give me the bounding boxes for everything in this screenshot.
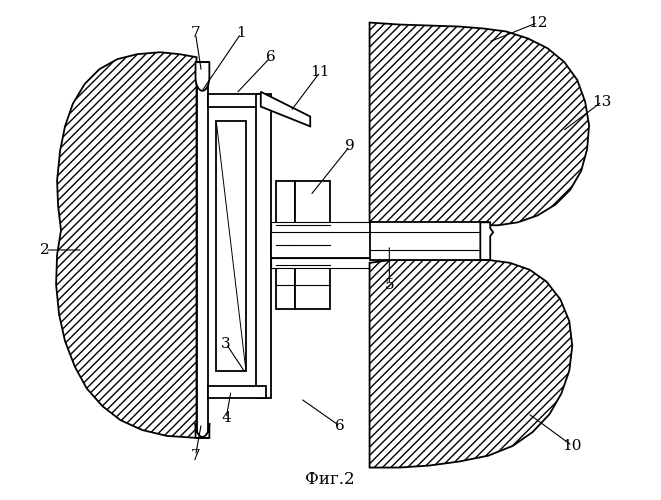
Polygon shape <box>481 222 493 260</box>
Polygon shape <box>270 258 488 268</box>
Polygon shape <box>196 62 208 438</box>
Text: 12: 12 <box>528 16 547 30</box>
Text: 9: 9 <box>345 139 355 153</box>
Polygon shape <box>369 260 572 468</box>
Text: 6: 6 <box>266 50 276 64</box>
Polygon shape <box>270 222 488 232</box>
Polygon shape <box>369 222 488 260</box>
Polygon shape <box>295 181 330 310</box>
Polygon shape <box>208 94 266 106</box>
Text: 3: 3 <box>221 337 231 351</box>
Text: 11: 11 <box>311 65 330 79</box>
Polygon shape <box>256 94 270 398</box>
Polygon shape <box>270 232 488 258</box>
Polygon shape <box>56 52 196 438</box>
Polygon shape <box>216 122 246 370</box>
Polygon shape <box>196 62 210 91</box>
Text: 10: 10 <box>563 439 582 453</box>
Text: 7: 7 <box>191 448 200 462</box>
Text: 13: 13 <box>592 94 611 108</box>
Polygon shape <box>196 423 210 438</box>
Polygon shape <box>261 92 310 126</box>
Polygon shape <box>369 22 589 226</box>
Text: 7: 7 <box>191 26 200 40</box>
Text: 4: 4 <box>221 411 231 425</box>
Text: 6: 6 <box>335 419 345 433</box>
Text: Фиг.2: Фиг.2 <box>305 471 355 488</box>
Text: 5: 5 <box>385 278 394 291</box>
Polygon shape <box>276 181 295 310</box>
Text: 1: 1 <box>236 26 246 40</box>
Polygon shape <box>208 386 266 398</box>
Text: 2: 2 <box>40 243 50 257</box>
